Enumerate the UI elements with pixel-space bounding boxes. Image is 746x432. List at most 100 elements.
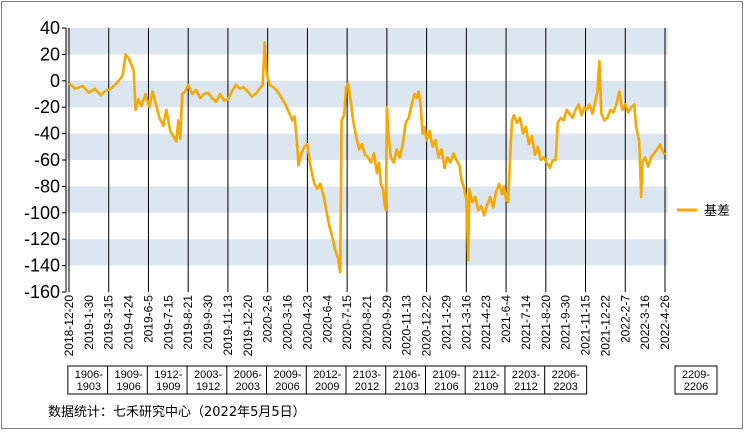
x-tick-label-11: 2020-3-16 [281,295,295,350]
contract-label-border-2 [146,365,190,395]
x-tick-label-6: 2019-8-21 [181,295,195,350]
legend-label: 基差 [704,204,730,219]
contract-label-line1-10: 2112- [473,369,501,381]
contract-label-line1-1: 1909- [115,369,143,381]
contract-label-line1-7: 2103- [353,369,381,381]
x-tick-label-0: 2018-12-20 [62,295,76,357]
contract-label-box-7: 2103-2012 [345,365,389,395]
contract-label-box-12: 2206-2203 [544,365,588,395]
contract-label-line1-6: 2012- [313,369,341,381]
contract-label-box-3: 2003-1912 [186,365,230,395]
x-tick-label-24: 2021-8-20 [539,295,553,350]
contract-label-line2-2: 1909 [156,381,180,393]
source-note: 数据统计：七禾研究中心（2022年5月5日） [48,405,306,420]
contract-label-box-11: 2203-2112 [504,365,548,395]
contract-label-box-9: 2109-2106 [424,365,468,395]
contract-label-line2-0: 1903 [77,381,101,393]
legend: 基差 [677,204,730,219]
y-tick-label-8: -120 [24,229,60,249]
contract-label-box-10: 2112-2109 [464,365,508,395]
grid-band-2 [66,80,668,108]
y-tick-label-2: 0 [50,71,60,91]
contract-label-border-3 [186,365,230,395]
contract-label-line1-3: 2003- [194,369,222,381]
contract-label-line2-7: 2012 [355,381,379,393]
x-tick-label-14: 2020-7-15 [340,295,354,350]
x-tick-label-17: 2020-11-13 [400,295,414,356]
grid-band-8 [66,239,668,266]
series-line-basis [68,41,667,274]
contract-label-box-8: 2106-2103 [385,365,429,395]
grid-band-6 [66,186,668,213]
x-tick-label-18: 2020-12-22 [420,295,434,357]
x-tick-label-1: 2019-1-30 [82,295,96,350]
contract-label-box-5: 2009-2006 [266,365,310,395]
y-tick-label-7: -100 [24,203,60,223]
x-tick-label-19: 2021-1-29 [439,295,453,350]
contract-label-border-9 [424,365,468,395]
contract-label-line1-12: 2206- [552,369,580,381]
contract-label-line2-1: 1906 [116,381,140,393]
series-line [68,41,667,274]
contract-label-box-0: 1906-1903 [67,365,111,395]
contract-label-line1-9: 2109- [432,369,460,381]
contract-label-line2-5: 2006 [275,381,299,393]
contract-label-border-8 [385,365,429,395]
contract-label-border-13 [674,365,718,395]
grid-band-0 [66,28,668,55]
x-tick-label-12: 2020-4-23 [300,295,314,350]
contract-label-line2-12: 2203 [553,381,577,393]
x-tick-label-23: 2021-7-14 [519,295,533,350]
contract-label-line2-10: 2109 [474,381,498,393]
y-tick-label-10: -160 [24,282,60,302]
contract-label-line2-3: 1912 [196,381,220,393]
x-tick-label-25: 2021-9-30 [559,295,573,350]
y-tick-label-9: -140 [24,256,60,276]
y-tick-label-1: 20 [40,44,60,64]
contract-label-box-13: 2209-2206 [674,365,718,395]
x-tick-label-3: 2019-4-24 [122,295,136,350]
x-tick-label-16: 2020-9-29 [380,295,394,350]
contract-label-line1-2: 1912- [154,369,182,381]
x-tick-label-8: 2019-11-13 [221,295,235,356]
contract-label-line1-11: 2203- [512,369,540,381]
y-tick-label-3: -20 [34,97,60,117]
x-tick-label-2: 2019-3-15 [102,295,116,350]
x-tick-label-30: 2022-4-26 [658,295,672,350]
x-tick-label-28: 2022-2-7 [618,295,632,343]
x-tick-label-20: 2021-3-16 [459,295,473,350]
y-axis: 40 20 0 -20 -40 -60 -80 -100 -120 -140 -160 [24,18,67,302]
contract-label-line1-13: 2209- [682,369,710,381]
contract-label-box-4: 2006-2003 [226,365,270,395]
contract-label-line2-4: 2003 [236,381,260,393]
x-tick-label-22: 2021-6-4 [499,295,513,343]
contract-label-line2-11: 2112 [514,381,538,393]
contract-label-box-6: 2012-2009 [305,365,349,395]
grid-bands [66,28,668,266]
contract-label-line2-13: 2206 [684,381,708,393]
x-tick-label-15: 2020-8-21 [360,295,374,350]
contract-label-line2-6: 2009 [315,381,339,393]
contract-label-line2-8: 2103 [394,381,418,393]
x-tick-label-29: 2022-3-16 [638,295,652,350]
contract-label-line1-5: 2009- [273,369,301,381]
x-tick-label-27: 2021-12-22 [598,295,612,357]
contract-label-border-1 [107,365,151,395]
x-tick-label-9: 2019-12-20 [241,295,255,357]
contract-label-border-12 [544,365,588,395]
contract-labels: 1906-19031909-19061912-19092003-19122006… [67,365,718,395]
x-tick-label-10: 2020-2-6 [261,295,275,343]
x-tick-label-13: 2020-6-4 [320,295,334,343]
contract-label-line1-8: 2106- [393,369,421,381]
x-tick-label-5: 2019-7-15 [161,295,175,350]
x-tick-label-26: 2021-11-15 [579,295,593,356]
source-text: 数据统计：七禾研究中心（2022年5月5日） [48,405,306,420]
x-tick-label-4: 2019-6-5 [141,295,155,343]
contract-label-border-10 [464,365,508,395]
contract-label-border-7 [345,365,389,395]
y-tick-label-0: 40 [40,18,60,38]
x-tick-label-21: 2021-4-23 [479,295,493,350]
y-tick-label-4: -40 [34,124,60,144]
